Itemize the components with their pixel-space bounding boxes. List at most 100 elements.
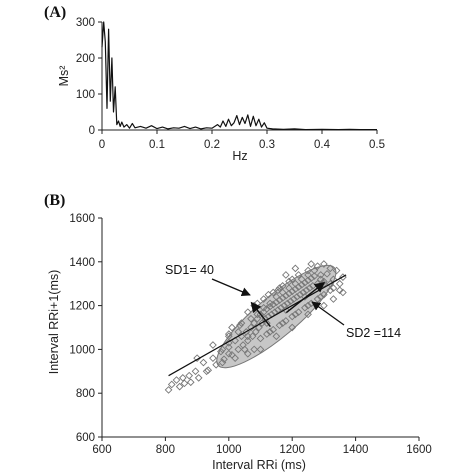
panel-a-y-tick-label: 300 — [76, 17, 95, 29]
scatter-point — [304, 271, 312, 279]
panel-b-y-tick-label: 800 — [76, 388, 95, 400]
scatter-point — [247, 314, 255, 323]
scatter-point — [263, 330, 271, 338]
panel-b-y-tick-label: 1200 — [69, 301, 95, 313]
scatter-point — [286, 297, 295, 306]
scatter-point — [264, 312, 273, 321]
scatter-point — [323, 270, 331, 278]
scatter-point — [185, 371, 194, 380]
panel-a-plot-area — [101, 21, 377, 131]
scatter-point — [251, 328, 260, 336]
scatter-point — [263, 305, 271, 313]
scatter-point — [274, 286, 282, 295]
scatter-point — [320, 260, 328, 268]
scatter-point — [302, 286, 311, 295]
scatter-point — [294, 308, 303, 317]
scatter-point — [256, 334, 265, 343]
scatter-point — [247, 323, 255, 332]
identity-line — [168, 274, 347, 377]
scatter-point — [278, 294, 287, 302]
scatter-point — [282, 306, 290, 314]
scatter-point — [278, 282, 287, 290]
scatter-point — [316, 293, 325, 301]
panel-a-x-tick-label: 0.4 — [314, 139, 331, 151]
scatter-point — [282, 271, 290, 279]
panel-b-y-tick-label: 1000 — [69, 344, 95, 356]
scatter-point — [332, 266, 341, 275]
scatter-point — [310, 272, 319, 280]
scatter-point — [282, 317, 290, 325]
sd2-pointer — [311, 301, 345, 326]
scatter-point — [291, 285, 300, 294]
panel-b-x-tick-label: 800 — [156, 444, 175, 456]
scatter-point — [304, 266, 312, 275]
panel-a-y-axis-title: Ms² — [57, 66, 71, 87]
scatter-point — [234, 328, 243, 336]
scatter-point — [305, 284, 314, 292]
scatter-point — [278, 319, 287, 327]
panel-a-x-tick-label: 0.1 — [149, 139, 165, 151]
scatter-point — [250, 345, 258, 354]
panel-a-label: (A) — [44, 4, 66, 21]
scatter-point — [209, 341, 217, 349]
panel-b-y-axis-title: Interval RRi+1(ms) — [47, 270, 61, 375]
scatter-point — [272, 332, 281, 341]
scatter-point — [285, 284, 293, 292]
scatter-point — [307, 260, 316, 268]
scatter-point — [209, 354, 217, 362]
scatter-point — [191, 367, 200, 376]
scatter-point — [256, 310, 265, 319]
scatter-point — [220, 355, 228, 364]
scatter-point — [293, 293, 301, 301]
scatter-point — [228, 323, 236, 332]
scatter-point — [199, 358, 208, 367]
scatter-point — [175, 382, 184, 391]
panel-a-ticks: 0 0.1 0.2 0.3 0.4 0.5 0 100 200 300 — [76, 17, 385, 151]
scatter-point — [316, 271, 325, 279]
scatter-point — [326, 286, 335, 295]
panel-a-x-tick-label: 0.5 — [369, 139, 385, 151]
panel-b-x-tick-label: 600 — [92, 444, 111, 456]
scatter-point — [269, 300, 278, 309]
panel-b-x-tick-label: 1200 — [279, 444, 305, 456]
scatter-point — [259, 295, 268, 303]
scatter-point — [243, 336, 252, 345]
scatter-point — [266, 302, 274, 311]
scatter-point — [285, 289, 293, 298]
scatter-point — [255, 323, 263, 332]
panel-b-y-tick-label: 1600 — [69, 213, 95, 225]
scatter-point — [283, 299, 292, 308]
scatter-point — [193, 354, 201, 362]
scatter-point — [263, 319, 271, 327]
scatter-point — [304, 310, 312, 319]
panel-a-y-tick-label: 200 — [76, 53, 95, 65]
scatter-point — [186, 378, 195, 387]
panel-b-y-tick-label: 1400 — [69, 257, 95, 269]
scatter-point — [313, 262, 322, 271]
panel-b-x-axis-title: Interval RRi (ms) — [212, 458, 306, 472]
panel-a-y-tick-label: 0 — [89, 125, 95, 137]
scatter-point — [194, 374, 203, 382]
sd2-arrow — [285, 281, 326, 314]
scatter-point — [256, 345, 265, 354]
scatter-point — [217, 347, 225, 356]
scatter-point — [288, 312, 297, 321]
scatter-point — [320, 301, 328, 310]
scatter-point — [180, 379, 189, 388]
scatter-point — [304, 301, 312, 310]
scatter-point — [243, 349, 252, 358]
scatter-point — [320, 290, 328, 299]
scatter-point — [289, 295, 298, 303]
scatter-point — [288, 323, 297, 332]
panel-b-y-tick-label: 600 — [76, 432, 95, 444]
scatter-point — [264, 290, 273, 299]
scatter-point — [253, 314, 262, 323]
panel-b-ticks: 600 800 1000 1200 1400 1600 600 800 1000 1200 1400… — [69, 213, 431, 456]
panel-b-axes — [101, 218, 419, 438]
scatter-point — [291, 279, 300, 288]
scatter-point — [212, 360, 220, 369]
scatter-point — [218, 358, 227, 367]
sd1-annotation: SD1= 40 — [165, 263, 214, 277]
scatter-point — [269, 325, 278, 334]
scatter-point — [243, 308, 252, 317]
